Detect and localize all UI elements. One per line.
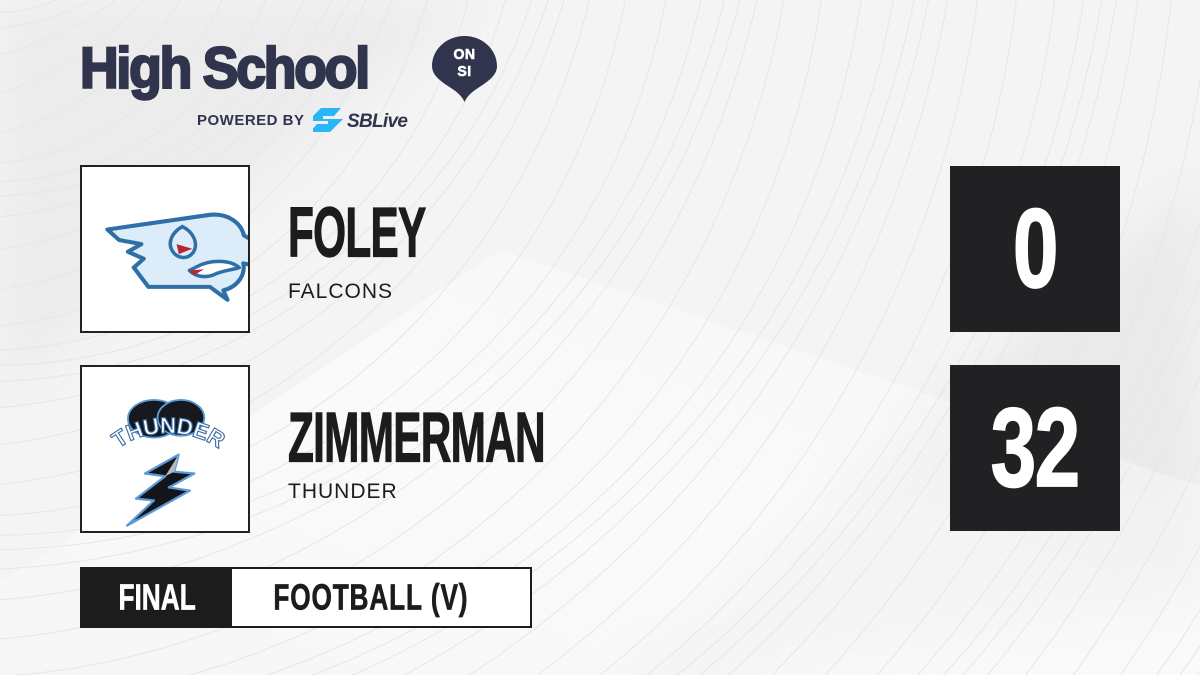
svg-text:SBLive: SBLive xyxy=(347,111,408,132)
svg-text:THUNDER: THUNDER xyxy=(107,413,229,453)
